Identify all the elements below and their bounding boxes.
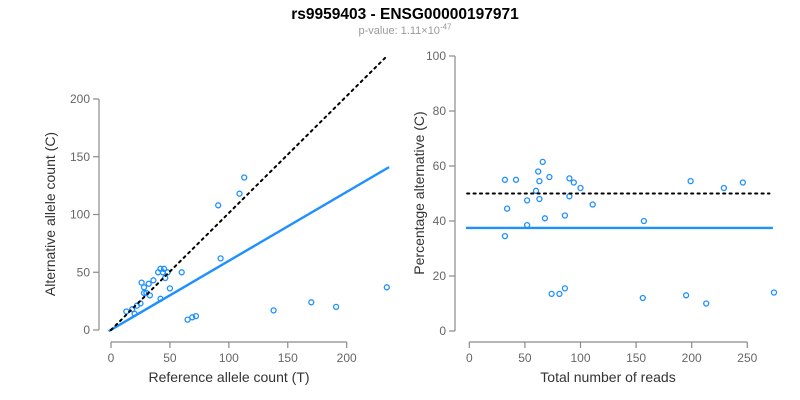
y-tick-label: 100 — [426, 49, 446, 63]
data-point — [640, 217, 648, 225]
right-plot-content: 0 20 40 60 80 100 0 50 100 150 200 250 — [426, 49, 778, 365]
data-point — [192, 312, 200, 320]
data-point — [241, 174, 248, 181]
data-point — [501, 176, 509, 183]
data-point — [639, 294, 646, 302]
identity-line — [110, 56, 387, 331]
y-tick-label: 60 — [433, 159, 447, 173]
p-value-text: p-value: 1.11×10 — [358, 25, 439, 37]
data-point — [166, 285, 174, 292]
x-tick-label: 50 — [518, 351, 532, 365]
plot-title: rs9959403 - ENSG00000197971 — [291, 6, 519, 23]
x-tick-label: 0 — [108, 351, 115, 365]
left-plot-content: 0 50 100 150 200 0 50 100 150 200 — [70, 56, 390, 365]
x-tick-label: 250 — [737, 351, 757, 365]
x-tick-label: 50 — [163, 351, 177, 365]
data-point — [561, 285, 569, 292]
data-point — [536, 177, 543, 185]
data-point — [501, 232, 509, 240]
right-plot: 0 20 40 60 80 100 0 50 100 150 200 250 Total number… — [411, 49, 778, 385]
data-point — [561, 212, 569, 219]
y-tick-label: 50 — [77, 265, 91, 279]
y-tick-label: 0 — [439, 324, 446, 338]
data-point — [145, 280, 152, 287]
data-point — [535, 168, 542, 175]
data-point — [140, 284, 148, 291]
x-tick-label: 150 — [626, 351, 646, 365]
data-point — [123, 308, 130, 315]
data-point — [566, 175, 573, 182]
left-xaxis-title: Reference allele count (T) — [148, 369, 309, 385]
right-yaxis-title: Percentage alternative (C) — [411, 111, 427, 274]
data-point — [184, 316, 191, 323]
data-point — [536, 195, 543, 203]
data-point — [140, 289, 148, 297]
y-tick-label: 150 — [70, 150, 90, 164]
data-point — [770, 289, 778, 296]
data-point — [270, 307, 277, 314]
data-point — [687, 177, 694, 185]
x-tick-label: 200 — [337, 351, 357, 365]
p-value-exponent: -47 — [440, 23, 452, 32]
y-tick-label: 80 — [433, 104, 447, 118]
data-point — [539, 158, 546, 166]
data-point — [236, 190, 243, 197]
data-point — [215, 202, 222, 209]
left-plot: 0 50 100 150 200 0 50 100 150 200 Reference allel… — [42, 56, 390, 385]
data-point — [129, 306, 136, 313]
data-point — [577, 184, 584, 192]
left-yaxis-title: Alternative allele count (C) — [42, 132, 58, 296]
data-point — [548, 290, 555, 298]
data-point — [739, 179, 747, 186]
x-tick-label: 150 — [278, 351, 298, 365]
data-point — [512, 176, 520, 183]
data-point — [217, 255, 224, 262]
data-point — [523, 197, 531, 204]
x-tick-label: 100 — [219, 351, 239, 365]
data-point — [682, 292, 690, 299]
y-tick-label: 40 — [433, 214, 447, 228]
data-point — [189, 314, 196, 321]
x-tick-label: 100 — [570, 351, 590, 365]
data-point — [146, 292, 154, 299]
data-point — [546, 173, 553, 181]
data-point — [703, 300, 710, 307]
data-point — [589, 201, 596, 208]
data-point — [150, 277, 157, 284]
y-tick-label: 200 — [70, 92, 90, 106]
data-point — [570, 179, 577, 186]
data-point — [178, 269, 185, 276]
data-point — [383, 284, 390, 291]
y-tick-label: 0 — [83, 323, 90, 337]
data-point — [308, 299, 315, 306]
y-tick-label: 20 — [433, 269, 447, 283]
data-point — [532, 187, 540, 194]
y-tick-label: 100 — [70, 208, 90, 222]
data-point — [556, 290, 563, 298]
regression-line — [107, 166, 390, 333]
x-tick-label: 0 — [466, 351, 473, 365]
data-point — [566, 193, 573, 200]
data-point — [720, 184, 728, 192]
data-point — [138, 279, 145, 286]
data-point — [332, 303, 340, 311]
right-xaxis-title: Total number of reads — [540, 369, 675, 385]
plot-subtitle: p-value: 1.11×10-47 — [358, 23, 452, 38]
x-tick-label: 200 — [682, 351, 702, 365]
data-point — [160, 265, 168, 272]
data-point — [503, 205, 511, 212]
data-point — [541, 215, 549, 222]
